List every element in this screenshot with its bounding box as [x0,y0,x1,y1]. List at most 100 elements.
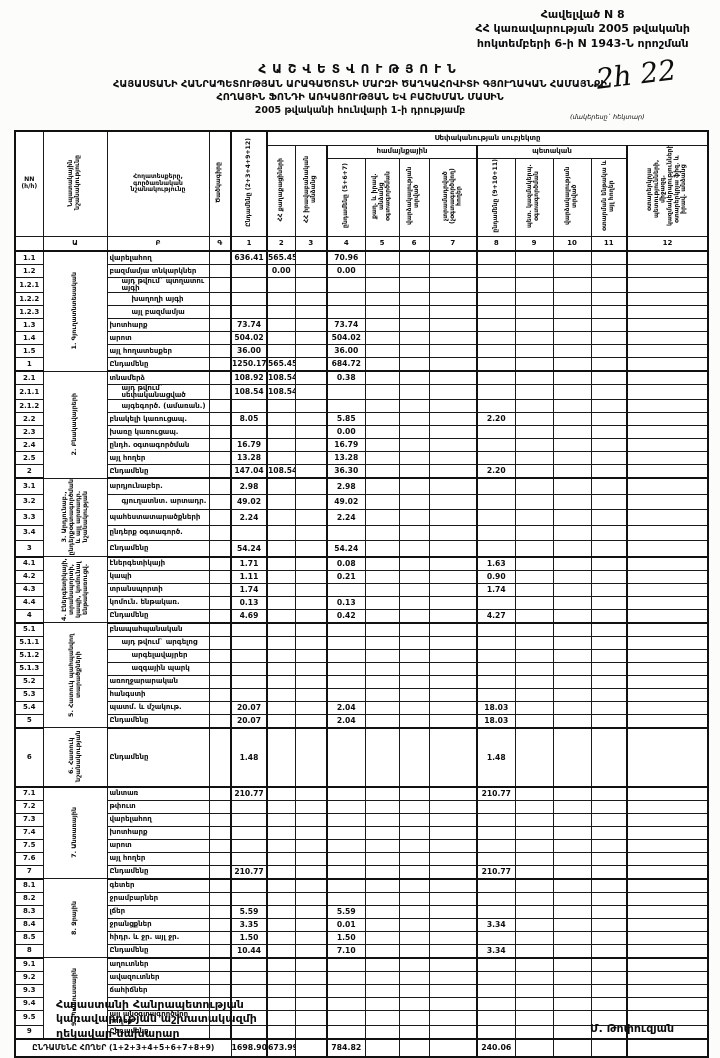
value-cell-col10 [552,838,592,853]
value-cell-col11 [590,370,628,385]
value-cell-col12 [626,851,709,866]
value-cell-col11 [590,357,628,372]
value-cell-col5 [364,370,400,385]
value-cell-col12 [626,305,709,319]
value-cell-col1: 1.74 [230,582,268,597]
value-cell-col4: 49.02 [326,493,366,511]
value-cell-col10 [552,648,592,663]
value-cell-col10 [552,451,592,465]
value-cell-col7 [428,970,478,985]
value-cell-col11 [590,838,628,853]
value-cell-col8: 18.03 [476,713,516,729]
value-cell-col10 [552,331,592,345]
value-cell-col6 [398,812,430,827]
value-cell-col3 [294,687,328,702]
document-subtitle-subject: ՀՈՂԱՅԻՆ ՖՈՆԴԻ ԱՌԿԱՅՈՒԹՅԱՆ ԵՎ ԲԱՇԽՄԱՆ ՄԱՍ… [216,92,504,103]
code-cell [208,493,232,511]
grand-total-row: ԸՆԴԱՄԵՆԸ ՀՈՂԵՐ (1+2+3+4+5+6+7+8+9) 1698.9… [14,1037,709,1058]
value-cell-col11 [590,250,628,265]
value-cell-col7 [428,305,478,319]
value-cell-col10 [552,970,592,985]
landtype-label: բնապահպանական [106,622,210,637]
index-cell: 12 [626,235,709,252]
value-cell-col12 [626,996,709,1011]
value-cell-col1 [230,292,268,306]
index-cell [14,235,44,252]
value-cell-col4 [326,812,366,827]
value-cell-col1: 1.48 [230,727,268,788]
value-cell-col2 [266,996,296,1011]
value-cell-col3 [294,331,328,345]
value-cell-col4 [326,957,366,972]
value-cell-col3 [294,891,328,906]
value-cell-col3 [294,425,328,439]
row-number: 1.2.3 [14,305,44,319]
value-cell-col5 [364,1009,400,1026]
value-cell-col6 [398,917,430,932]
index-cell: Ա [42,235,108,252]
row-number: 8.4 [14,917,44,932]
value-cell-col4: 13.28 [326,451,366,465]
value-cell-col6 [398,943,430,959]
value-cell-col5 [364,595,400,610]
value-cell-col3 [294,917,328,932]
value-cell-col1 [230,661,268,676]
value-cell-col5 [364,904,400,919]
value-cell-col6 [398,661,430,676]
code-cell [208,451,232,465]
row-number: 7.5 [14,838,44,853]
value-cell-col11 [590,412,628,426]
landtype-label: խաղողի այգի [106,292,210,306]
value-cell-col11 [590,524,628,542]
value-cell-col7 [428,1009,478,1026]
code-cell [208,357,232,372]
value-cell-col11 [590,904,628,919]
value-cell-col1: 3.35 [230,917,268,932]
value-cell-col2 [266,493,296,511]
landtype-label: խոտհարք [106,318,210,332]
code-cell [208,864,232,880]
value-cell-col5 [364,318,400,332]
value-cell-col9 [514,318,554,332]
value-cell-col5 [364,878,400,893]
value-cell-col11 [590,917,628,932]
value-cell-col7 [428,264,478,278]
value-cell-col8 [476,648,516,663]
value-cell-col5 [364,277,400,293]
value-cell-col10 [552,904,592,919]
value-cell-col11 [590,687,628,702]
row-number: 9.4 [14,996,44,1011]
header-col11: օտարման ենթակա և այլ հողեր [590,157,628,237]
section-label: 7. Անտառային [42,786,108,880]
value-cell-col4 [326,622,366,637]
value-cell-col6 [398,727,430,788]
value-cell-col10 [552,412,592,426]
value-cell-col10 [552,608,592,624]
row-number: 4 [14,608,44,624]
value-cell-col10 [552,812,592,827]
table-body: 1.1 1. Գյուղատնտեսական վարելահող 636.41 565.… [14,250,709,1058]
value-cell-col4: 0.21 [326,569,366,584]
value-cell-col6 [398,970,430,985]
value-cell-col11 [590,493,628,511]
value-cell-col11 [590,957,628,972]
value-cell-col9 [514,878,554,893]
row-number: 3.3 [14,509,44,526]
value-cell-col3 [294,648,328,663]
value-cell-col2 [266,812,296,827]
row-number: 7.2 [14,799,44,814]
code-cell [208,438,232,452]
value-cell-col4 [326,384,366,400]
value-cell-col11 [590,425,628,439]
value-cell-col9 [514,727,554,788]
value-cell-col3 [294,277,328,293]
value-cell-col5 [364,608,400,624]
row-number: 1.4 [14,331,44,345]
value-cell-col10 [552,996,592,1011]
value-cell-col4 [326,838,366,853]
value-cell-col4 [326,674,366,689]
header-nn: NN (հ/հ) [14,130,44,237]
value-cell-col2 [266,851,296,866]
value-cell-col4 [326,1024,366,1040]
row-number: 5.4 [14,700,44,715]
